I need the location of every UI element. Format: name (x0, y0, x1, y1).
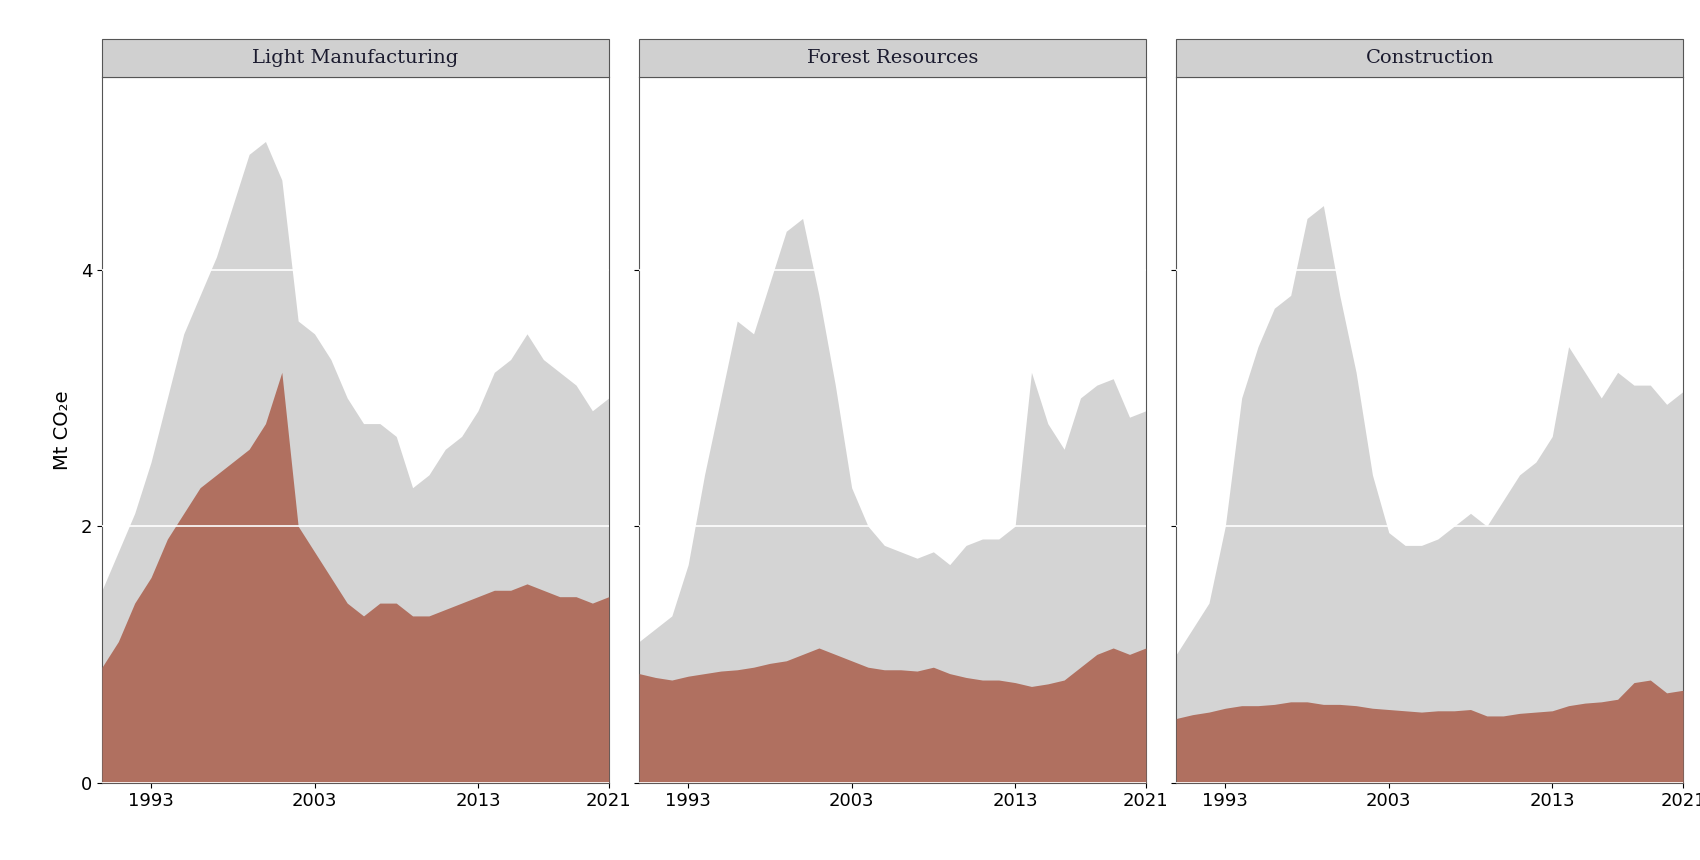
Y-axis label: Mt CO₂e: Mt CO₂e (53, 390, 73, 470)
Text: Light Manufacturing: Light Manufacturing (252, 49, 459, 67)
Text: Forest Resources: Forest Resources (808, 49, 978, 67)
Text: Construction: Construction (1365, 49, 1494, 67)
